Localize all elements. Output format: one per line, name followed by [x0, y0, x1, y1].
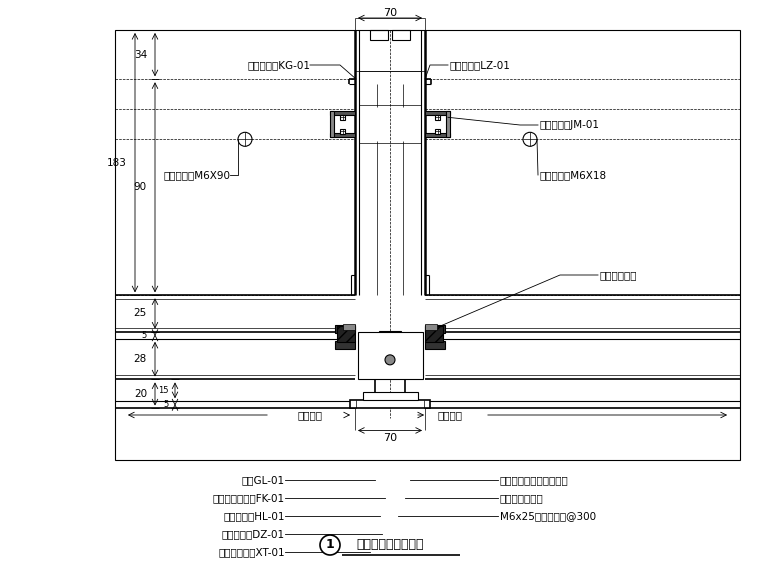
- Circle shape: [320, 535, 340, 555]
- Bar: [425, 341, 445, 349]
- Bar: [435, 129, 440, 134]
- Text: 70: 70: [383, 8, 397, 18]
- Text: 三元乙丙胶条: 三元乙丙胶条: [600, 270, 638, 280]
- Text: 玻璃GL-01: 玻璃GL-01: [242, 475, 285, 485]
- Bar: [350, 401, 430, 409]
- Bar: [425, 133, 450, 137]
- Bar: [446, 111, 450, 137]
- Bar: [425, 111, 450, 115]
- Text: 5: 5: [163, 400, 169, 409]
- Text: 铝合金玻璃副框FK-01: 铝合金玻璃副框FK-01: [213, 493, 285, 503]
- Bar: [330, 111, 355, 115]
- Bar: [340, 129, 345, 134]
- Text: 20: 20: [134, 389, 147, 399]
- Text: 硅酮耐候密封胶、泡沫棒: 硅酮耐候密封胶、泡沫棒: [500, 475, 568, 485]
- Text: 铝合金底座DZ-01: 铝合金底座DZ-01: [222, 529, 285, 539]
- Text: 15: 15: [159, 386, 169, 395]
- Text: 铝合金横梁HL-01: 铝合金横梁HL-01: [223, 511, 285, 521]
- Bar: [115, 30, 740, 460]
- Text: 183: 183: [107, 158, 127, 168]
- Bar: [385, 345, 395, 365]
- Bar: [425, 324, 437, 329]
- Bar: [425, 326, 443, 342]
- Text: 铝合金立柱LZ-01: 铝合金立柱LZ-01: [450, 60, 511, 70]
- Bar: [330, 133, 355, 137]
- Bar: [335, 325, 355, 333]
- Text: 分格尺寸: 分格尺寸: [438, 410, 463, 420]
- Text: 分格尺寸: 分格尺寸: [297, 410, 322, 420]
- Text: 1: 1: [325, 539, 334, 552]
- Bar: [340, 115, 345, 120]
- Text: 不锈钢螺栓M6X90: 不锈钢螺栓M6X90: [163, 170, 230, 180]
- Circle shape: [385, 355, 395, 365]
- Bar: [335, 341, 355, 349]
- Text: 尼龙垫块隔热条: 尼龙垫块隔热条: [500, 493, 543, 503]
- Text: 28: 28: [134, 354, 147, 364]
- Bar: [357, 332, 423, 380]
- Text: 70: 70: [383, 433, 397, 443]
- Bar: [379, 331, 401, 345]
- Text: 5: 5: [142, 331, 147, 340]
- Bar: [392, 30, 410, 40]
- Text: 不锈钢螺栓M6X18: 不锈钢螺栓M6X18: [540, 170, 607, 180]
- Bar: [343, 324, 355, 329]
- Text: 铝合金装饰盖XT-01: 铝合金装饰盖XT-01: [218, 547, 285, 557]
- Text: M6x25不锈钢螺栓@300: M6x25不锈钢螺栓@300: [500, 511, 596, 521]
- Bar: [435, 115, 440, 120]
- Circle shape: [238, 132, 252, 146]
- Text: 玻璃幕墙横剖节点图: 玻璃幕墙横剖节点图: [356, 539, 424, 552]
- Text: 25: 25: [134, 308, 147, 319]
- Text: 铝合金扣盖KG-01: 铝合金扣盖KG-01: [247, 60, 310, 70]
- Bar: [425, 325, 445, 333]
- Circle shape: [523, 132, 537, 146]
- Bar: [337, 326, 355, 342]
- Text: 90: 90: [134, 182, 147, 192]
- Bar: [363, 393, 417, 401]
- Bar: [330, 111, 334, 137]
- Bar: [370, 30, 388, 40]
- Text: 34: 34: [134, 50, 147, 60]
- Text: 铝合金角码JM-01: 铝合金角码JM-01: [540, 120, 600, 130]
